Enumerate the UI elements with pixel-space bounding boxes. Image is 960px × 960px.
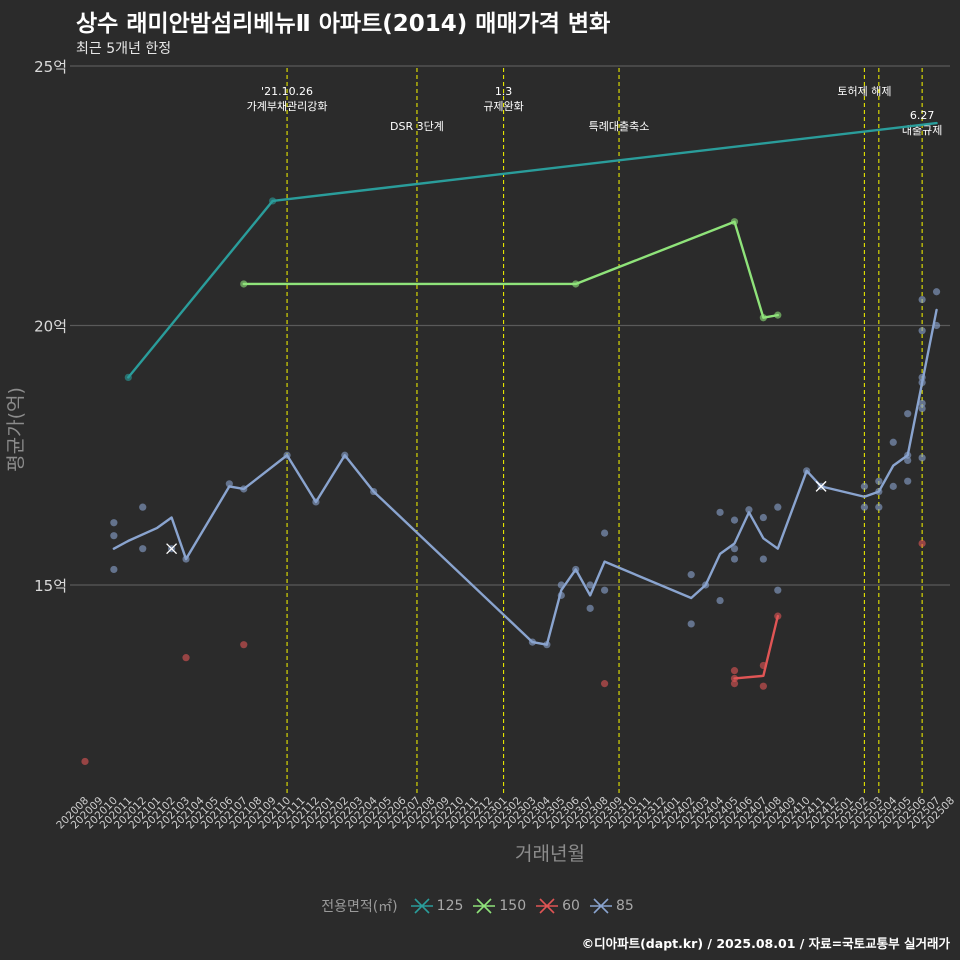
point-60: [730, 667, 739, 675]
point-85: [110, 519, 118, 527]
point-85: [745, 506, 753, 514]
point-85: [860, 503, 869, 511]
point-85: [875, 477, 883, 485]
point-60: [918, 539, 926, 548]
point-85: [918, 454, 926, 462]
point-60: [182, 654, 190, 662]
point-85: [601, 529, 609, 537]
point-85: [730, 545, 739, 553]
point-60: [601, 680, 609, 688]
point-85: [759, 513, 767, 522]
legend-label-85: 85: [615, 898, 634, 914]
point-85: [889, 438, 897, 446]
event-label: 대출규제: [902, 124, 942, 137]
x-marker-stroke: [815, 480, 827, 492]
point-85: [139, 545, 147, 553]
series-line-60: [733, 614, 779, 680]
point-60: [730, 680, 739, 688]
legend: 전용면적(㎡) 125 150 60 85: [0, 895, 960, 917]
point-60: [240, 641, 248, 649]
point-85: [586, 581, 594, 589]
event-label: DSR 3단계: [390, 120, 444, 133]
ytick-label: 15억: [34, 577, 67, 595]
legend-item-60: 60: [536, 895, 580, 917]
legend-key-85: [589, 898, 612, 914]
legend-title: 전용면적(㎡): [321, 899, 398, 915]
series-line-150: [242, 220, 779, 319]
point-85: [932, 288, 941, 296]
point-85: [601, 586, 609, 594]
event-label: 1.3: [495, 85, 513, 98]
point-85: [918, 399, 926, 407]
series-line-125: [127, 121, 938, 379]
ytick-label: 25억: [34, 58, 67, 76]
point-85: [774, 586, 782, 594]
point-85: [110, 565, 118, 574]
point-85: [586, 604, 594, 612]
point-85: [687, 620, 695, 628]
point-85: [110, 532, 118, 540]
event-label: 규제완화: [483, 100, 523, 113]
legend-key-60: [536, 898, 559, 914]
point-85: [904, 410, 912, 418]
point-85: [716, 508, 724, 516]
event-label: 토허제 해제: [837, 84, 891, 98]
y-axis-label: 평균가(억): [5, 387, 27, 472]
point-85: [860, 482, 869, 490]
point-85: [730, 516, 739, 524]
point-85: [687, 571, 695, 579]
event-label: 가계부채관리강화: [247, 100, 328, 113]
chart-subtitle: 최근 5개년 한정: [76, 41, 172, 57]
point-60: [759, 682, 767, 690]
chart-title: 상수 래미안밤섬리베뉴Ⅱ 아파트(2014) 매매가격 변화: [76, 11, 611, 37]
point-85: [759, 555, 767, 563]
x-marker-85: [815, 480, 827, 492]
point-85: [889, 482, 897, 490]
event-label: '21.10.26: [261, 85, 313, 98]
point-85: [918, 327, 926, 335]
point-85: [774, 503, 782, 511]
point-60: [81, 757, 89, 766]
legend-item-150: 150: [473, 895, 526, 917]
legend-key-150: [473, 898, 496, 914]
ytick-label: 20억: [34, 318, 67, 336]
series-line-85: [112, 308, 938, 646]
point-85: [904, 477, 912, 485]
point-85: [716, 596, 724, 605]
event-label: 특례대출축소: [589, 120, 650, 133]
legend-label-125: 125: [436, 898, 464, 914]
legend-label-60: 60: [562, 898, 580, 914]
point-85: [918, 404, 926, 413]
point-85: [904, 456, 912, 465]
legend-key-125: [410, 898, 433, 914]
source-caption: ©디아파트(dapt.kr) / 2025.08.01 / 자료=국토교통부 실…: [581, 936, 950, 951]
x-axis-label: 거래년월: [515, 843, 585, 865]
legend-label-150: 150: [499, 898, 527, 914]
point-85: [918, 295, 926, 304]
legend-item-125: 125: [410, 895, 464, 917]
x-marker-85: [166, 543, 178, 555]
event-label: 6.27: [910, 109, 935, 122]
x-marker-stroke: [166, 543, 178, 555]
point-85: [730, 555, 739, 563]
point-85: [139, 503, 147, 511]
point-85: [875, 503, 883, 511]
legend-item-85: 85: [589, 895, 634, 917]
